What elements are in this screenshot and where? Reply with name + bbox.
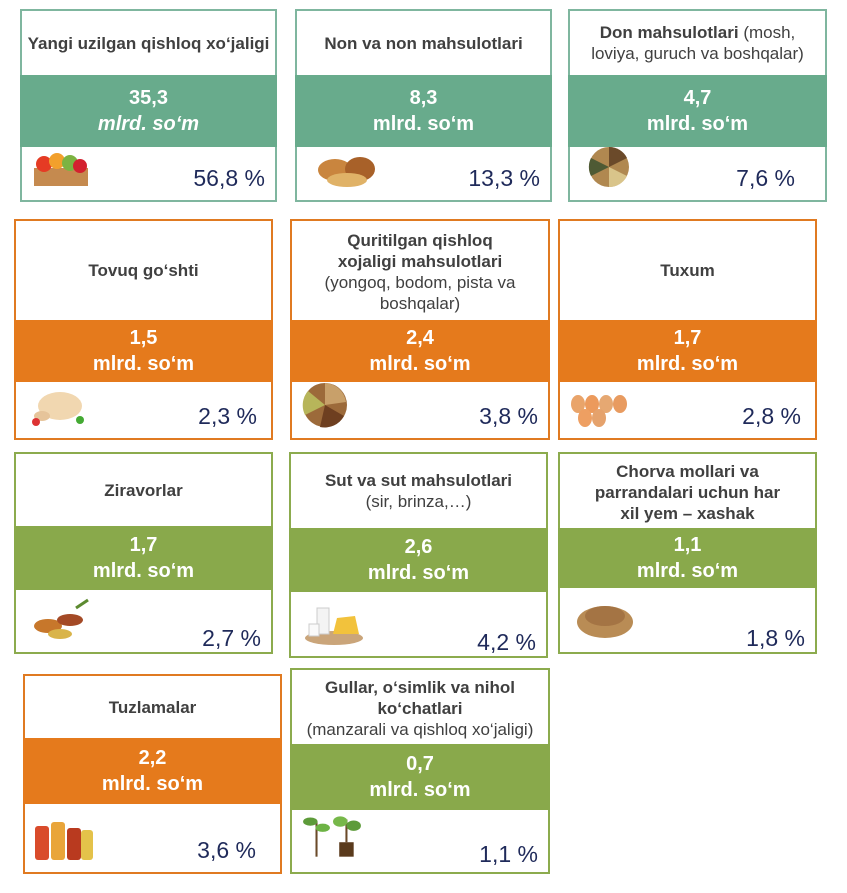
card-title: Don mahsulotlari xyxy=(599,23,739,42)
card-eggs: Tuxum 1,7 mlrd. so‘m 2,8 % xyxy=(558,219,817,440)
seedlings-icon xyxy=(303,816,361,857)
bread-icon xyxy=(318,157,375,187)
card-value: 2,2 xyxy=(138,747,167,769)
grains-icon xyxy=(588,146,629,188)
card-value: 2,6 xyxy=(404,536,433,558)
card-percent: 56,8 % xyxy=(193,165,265,191)
dairy-icon xyxy=(305,607,363,645)
card-unit: mlrd. so‘m xyxy=(372,113,475,135)
card-bread: Non va non mahsulotlari 8,3 mlrd. so‘m 1… xyxy=(295,9,552,202)
spices-icon xyxy=(34,598,89,639)
card-value: 2,4 xyxy=(406,327,434,349)
card-percent: 1,1 % xyxy=(479,841,538,867)
card-title: Tuzlamalar xyxy=(108,697,197,717)
card-value: 1,7 xyxy=(673,327,702,349)
card-chicken: Tovuq go‘shti 1,5 mlrd. so‘m 2,3 % xyxy=(14,219,273,440)
card-percent: 2,8 % xyxy=(742,403,801,429)
card-dried-products: Quritilgan qishloq xojaligi mahsulotlari… xyxy=(290,219,550,440)
card-unit: mlrd. so‘m xyxy=(92,560,195,582)
card-title: Tuxum xyxy=(660,261,715,280)
card-percent: 1,8 % xyxy=(746,625,805,651)
card-title: Ziravorlar xyxy=(104,480,183,500)
card-subtitle: (manzarali va qishloq xo‘jaligi) xyxy=(306,719,534,739)
card-unit: mlrd. so‘m xyxy=(636,353,739,375)
card-subtitle: (yongoq, bodom, pista va boshqalar) xyxy=(324,272,516,313)
card-value: 1,5 xyxy=(129,327,158,349)
card-percent: 2,3 % xyxy=(198,403,257,429)
card-title: Quritilgan qishloq xojaligi mahsulotlari xyxy=(337,230,503,271)
card-percent: 13,3 % xyxy=(468,165,540,191)
card-percent: 3,6 % xyxy=(197,837,256,863)
card-unit: mlrd. so‘m xyxy=(369,353,471,375)
card-percent: 3,8 % xyxy=(479,403,538,429)
card-percent: 2,7 % xyxy=(202,625,261,651)
card-title: Tovuq go‘shti xyxy=(88,261,199,280)
card-subtitle: (mosh, loviya, guruch va boshqalar) xyxy=(591,23,804,63)
card-unit: mlrd. so‘m xyxy=(97,113,200,135)
nuts-icon xyxy=(302,383,347,428)
card-value: 35,3 xyxy=(129,87,168,109)
card-value: 8,3 xyxy=(409,87,438,109)
card-dairy: Sut va sut mahsulotlari (sir, brinza,…) … xyxy=(289,452,548,658)
card-percent: 7,6 % xyxy=(736,165,795,191)
card-unit: mlrd. so‘m xyxy=(367,562,470,584)
card-title: Gullar, o‘simlik va nihol ko‘chatlari xyxy=(325,677,515,718)
card-plants: Gullar, o‘simlik va nihol ko‘chatlari (m… xyxy=(290,668,550,874)
eggs-icon xyxy=(571,395,627,427)
pickles-icon xyxy=(35,822,93,860)
card-title: Yangi uzilgan qishloq xo‘jaligi xyxy=(27,33,270,53)
card-animal-feed: Chorva mollari va parrandalari uchun har… xyxy=(558,452,817,654)
card-spices: Ziravorlar 1,7 mlrd. so‘m 2,7 % xyxy=(14,452,273,654)
card-unit: mlrd. so‘m xyxy=(101,773,204,795)
feed-pellets-icon xyxy=(577,606,633,638)
card-unit: mlrd. so‘m xyxy=(92,353,195,375)
card-title: Sut va sut mahsulotlari xyxy=(324,471,513,490)
card-pickles: Tuzlamalar 2,2 mlrd. so‘m 3,6 % xyxy=(23,674,282,874)
card-subtitle: (sir, brinza,…) xyxy=(365,492,472,511)
card-value: 0,7 xyxy=(406,753,434,775)
card-value: 1,7 xyxy=(129,534,158,556)
card-title: Chorva mollari va parrandalari uchun har… xyxy=(594,461,781,523)
chicken-icon xyxy=(32,392,84,426)
fruit-crate-icon xyxy=(34,153,88,186)
card-percent: 4,2 % xyxy=(477,629,536,655)
card-title: Non va non mahsulotlari xyxy=(324,33,523,53)
card-grains: Don mahsulotlari (mosh, loviya, guruch v… xyxy=(568,9,827,202)
card-value: 4,7 xyxy=(683,87,712,109)
card-unit: mlrd. so‘m xyxy=(646,113,749,135)
card-unit: mlrd. so‘m xyxy=(369,779,471,801)
card-value: 1,1 xyxy=(673,534,702,556)
card-fresh-produce: Yangi uzilgan qishloq xo‘jaligi 35,3 mlr… xyxy=(20,9,277,202)
card-unit: mlrd. so‘m xyxy=(636,560,739,582)
